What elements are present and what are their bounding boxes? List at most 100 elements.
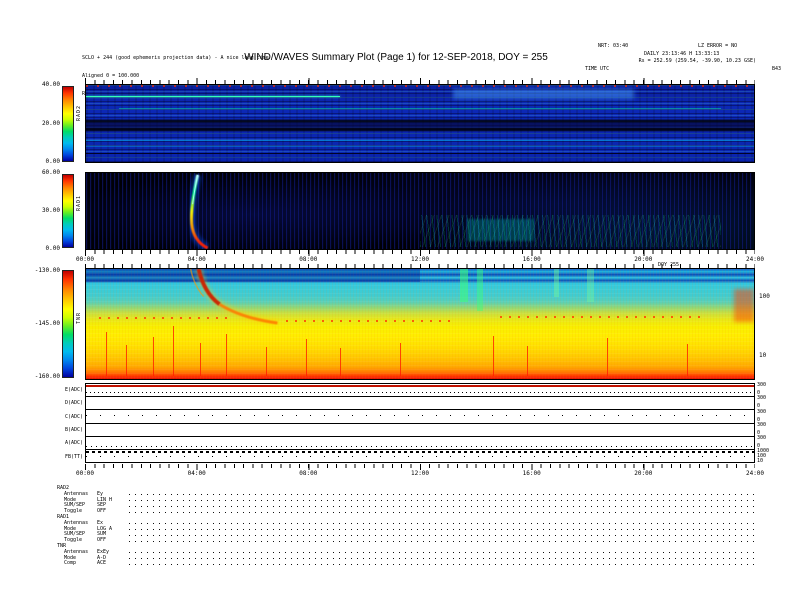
tnr-red-spike xyxy=(126,344,128,376)
strip-a-scale-min: 0 xyxy=(757,443,761,449)
strip-label-e: E(ADC) xyxy=(64,387,83,393)
strip-d-adc xyxy=(86,397,754,411)
config-value: OFF xyxy=(97,537,107,544)
tnr-red-dash-row xyxy=(286,319,454,322)
bottom-axis-minor-ticks xyxy=(85,464,755,468)
config-row: Antennas Ey xyxy=(57,490,757,498)
tnr-red-spike xyxy=(526,346,528,376)
rad2-bright-patch xyxy=(453,88,634,99)
config-value: OFF xyxy=(97,508,107,515)
tnr-red-spike xyxy=(226,333,228,376)
strip-e-scale-max: 300 xyxy=(757,382,767,388)
tnr-red-spike xyxy=(339,348,341,376)
config-row: Mode LOG A xyxy=(57,525,757,533)
status-dots xyxy=(129,511,755,513)
config-key: Toggle xyxy=(64,537,83,544)
strip-e-adc xyxy=(86,384,754,398)
config-row: Toggle OFF xyxy=(57,537,757,544)
mid-axis-minor-ticks xyxy=(85,250,755,254)
bottom-axis-tick-2: 08:00 xyxy=(299,470,318,477)
tnr-freq-tick-100: 100 xyxy=(759,293,770,300)
rad2-spectrogram xyxy=(85,84,755,163)
config-value: Ey xyxy=(97,490,104,497)
config-value: LOG A xyxy=(97,525,113,532)
status-dots xyxy=(129,505,755,507)
config-key: Mode xyxy=(64,554,77,561)
rad1-colorbar xyxy=(62,174,74,248)
bottom-axis-tick-3: 12:00 xyxy=(410,470,430,477)
strip-d-scale-max: 300 xyxy=(757,395,767,401)
receiver-config-block: RAD2 Antennas Ey Mode LIN H SUM/SEP SEP Tog… xyxy=(57,485,757,567)
config-row: Antennas Ex xyxy=(57,519,757,527)
config-key: Mode xyxy=(64,496,77,503)
rad2-interference-line xyxy=(119,108,721,110)
rad1-cb-tick-min: 0.00 xyxy=(45,245,60,252)
tnr-spectrogram xyxy=(85,268,755,380)
bottom-axis-tick-0: 00:00 xyxy=(75,470,95,477)
bottom-axis-tick-6: 24:00 xyxy=(745,470,765,477)
tnr-green-stripe xyxy=(553,269,559,297)
tnr-green-stripe xyxy=(476,269,484,311)
config-row: Mode A-D xyxy=(57,554,757,562)
strip-label-d: D(ADC) xyxy=(64,400,83,406)
strip-a-dots xyxy=(86,445,754,447)
tnr-green-stripe xyxy=(587,269,594,302)
config-key: Antennas xyxy=(64,490,89,497)
rad2-colorbar xyxy=(62,86,74,162)
status-dots xyxy=(129,563,755,565)
strip-label-a: A(ADC) xyxy=(64,440,83,446)
tnr-red-spike xyxy=(152,337,154,376)
strip-panels xyxy=(85,383,755,463)
rad1-cb-tick-max: 60.00 xyxy=(41,169,60,176)
rad2-cb-tick-mid: 20.00 xyxy=(41,120,60,127)
rad2-panel-label: RAD2 xyxy=(76,105,82,122)
rad2-cb-tick-max: 40.00 xyxy=(41,81,60,88)
header-lz-status: LZ ERROR = NO xyxy=(698,43,738,49)
rad1-burst-overlay xyxy=(187,173,210,249)
mid-axis-tick-3: 12:00 xyxy=(410,256,430,263)
strip-d-scale-min: 0 xyxy=(757,403,761,409)
config-row: Antennas ExEy xyxy=(57,549,757,556)
strip-e-red-bar xyxy=(86,385,754,387)
rad1-cb-tick-mid: 30.00 xyxy=(41,207,60,214)
strip-c-scale-max: 300 xyxy=(757,409,767,415)
mid-axis-tick-0: 00:00 xyxy=(75,256,95,263)
status-dots xyxy=(129,494,755,496)
strip-e-scale-min: 0 xyxy=(757,390,761,396)
strip-label-fb: FB(TT) xyxy=(64,454,83,460)
tnr-green-stripe xyxy=(460,269,469,302)
strip-a-adc xyxy=(86,437,754,450)
rad1-speckle-field xyxy=(420,214,721,247)
tnr-red-dash-row xyxy=(500,316,701,319)
strip-fb-scale-100: 100 xyxy=(757,453,767,459)
strip-c-dots xyxy=(86,415,754,417)
tnr-burst-overlay xyxy=(189,269,278,327)
strip-c-adc xyxy=(86,410,754,424)
config-key: Mode xyxy=(64,525,77,532)
tnr-cb-tick-max: -130.00 xyxy=(34,267,60,274)
tnr-colorbar xyxy=(62,270,74,378)
status-dots xyxy=(129,534,755,536)
strip-fb-dashes xyxy=(86,450,754,453)
strip-b-scale-max: 300 xyxy=(757,422,767,428)
tnr-freq-tick-10: 10 xyxy=(759,352,767,359)
tnr-cb-tick-min: -160.00 xyxy=(34,373,60,380)
tnr-red-spike xyxy=(399,342,401,376)
status-dots xyxy=(129,557,755,559)
config-row: SUM/SEP SEP xyxy=(57,503,757,509)
page-code: B43 xyxy=(772,66,782,72)
rad1-spectrogram xyxy=(85,172,755,250)
rad2-top-specks xyxy=(86,85,754,87)
status-dots xyxy=(129,523,755,525)
tnr-red-dash-row xyxy=(99,317,233,320)
footer-group-tnr: TNR xyxy=(57,542,67,549)
strip-label-b: B(ADC) xyxy=(64,427,83,433)
config-value: ACE xyxy=(97,560,107,567)
bottom-axis-tick-4: 16:00 xyxy=(522,470,541,477)
tnr-top-minor-ticks xyxy=(85,264,755,268)
config-value: SEP xyxy=(97,502,107,509)
config-value: Ex xyxy=(97,519,104,526)
tnr-red-spike xyxy=(607,338,609,376)
strip-b-scale-min: 0 xyxy=(757,430,761,436)
